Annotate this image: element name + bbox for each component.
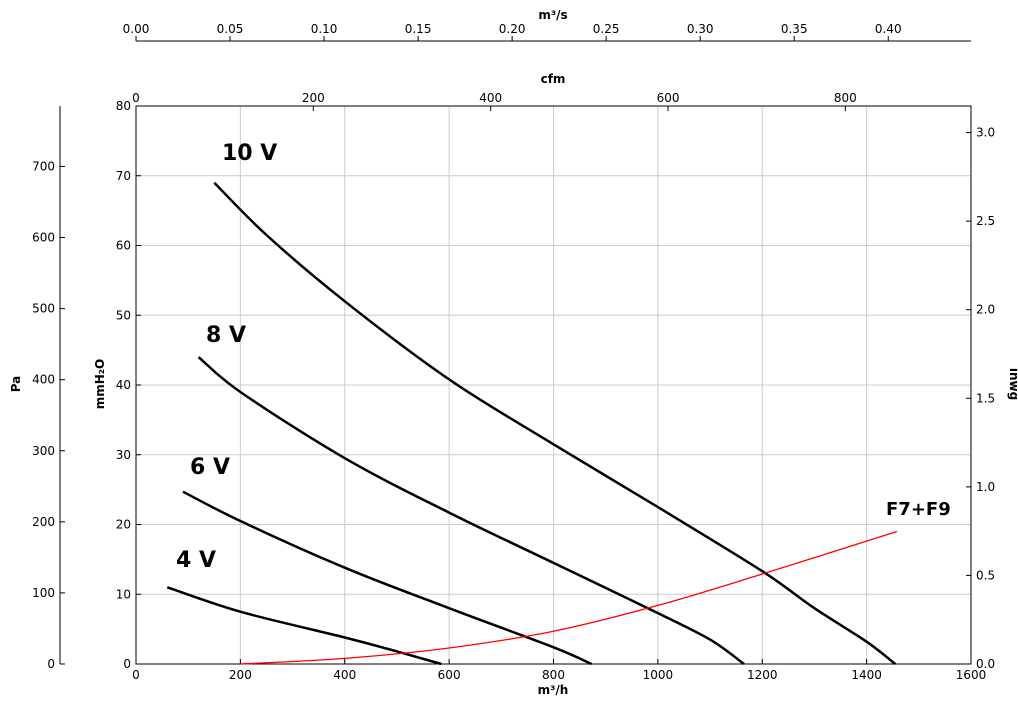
m3s-tick-label: 0.40 <box>875 22 902 36</box>
inwg-axis-label: inwg <box>1007 368 1018 400</box>
mmh2o-tick-label: 60 <box>116 239 131 253</box>
m3h-tick-label: 1000 <box>643 668 674 682</box>
mmh2o-tick-label: 10 <box>116 587 131 601</box>
series-line-8v <box>197 356 745 666</box>
inwg-tick-label: 0.5 <box>976 568 995 582</box>
pa-tick-label: 600 <box>32 231 55 245</box>
cfm-tick-label: 800 <box>834 91 857 105</box>
pa-axis-label: Pa <box>9 376 23 393</box>
mmh2o-tick-label: 30 <box>116 448 131 462</box>
mmh2o-axis-label: mmH₂O <box>93 359 107 410</box>
m3s-tick-label: 0.00 <box>123 22 150 36</box>
mmh2o-tick-label: 0 <box>123 657 131 671</box>
m3s-tick-label: 0.35 <box>781 22 808 36</box>
series-line-6v <box>182 490 593 666</box>
m3s-tick-label: 0.20 <box>499 22 526 36</box>
cfm-axis-label: cfm <box>541 72 566 86</box>
mmh2o-tick-label: 20 <box>116 518 131 532</box>
m3h-tick-label: 0 <box>132 668 140 682</box>
m3s-tick-label: 0.05 <box>217 22 244 36</box>
pa-tick-label: 400 <box>32 373 55 387</box>
m3s-tick-label: 0.25 <box>593 22 620 36</box>
pa-tick-label: 200 <box>32 515 55 529</box>
m3s-tick-label: 0.15 <box>405 22 432 36</box>
m3s-axis-label: m³/s <box>538 8 567 22</box>
m3h-tick-label: 1600 <box>956 668 987 682</box>
cfm-tick-label: 600 <box>657 91 680 105</box>
series-line-10v <box>213 181 897 665</box>
pa-tick-label: 500 <box>32 302 55 316</box>
series-label-10v: 10 V <box>222 141 277 166</box>
m3h-tick-label: 400 <box>333 668 356 682</box>
m3s-tick-label: 0.10 <box>311 22 338 36</box>
m3h-tick-label: 600 <box>438 668 461 682</box>
inwg-tick-label: 1.5 <box>976 391 995 405</box>
cfm-tick-label: 200 <box>302 91 325 105</box>
inwg-tick-label: 0.0 <box>976 657 995 671</box>
series-label-6v: 6 V <box>190 455 230 480</box>
series-line-f7f9 <box>240 530 898 665</box>
mmh2o-tick-label: 50 <box>116 308 131 322</box>
mmh2o-tick-label: 40 <box>116 378 131 392</box>
inwg-tick-label: 2.0 <box>976 303 995 317</box>
inwg-tick-label: 1.0 <box>976 480 995 494</box>
series-line-4v <box>166 586 442 666</box>
cfm-tick-label: 400 <box>479 91 502 105</box>
m3h-tick-label: 1200 <box>747 668 778 682</box>
mmh2o-tick-label: 70 <box>116 169 131 183</box>
m3s-tick-label: 0.30 <box>687 22 714 36</box>
pa-tick-label: 700 <box>32 159 55 173</box>
m3h-tick-label: 800 <box>542 668 565 682</box>
series-label-f7f9: F7+F9 <box>886 499 951 520</box>
cfm-tick-label: 0 <box>132 91 140 105</box>
inwg-tick-label: 2.5 <box>976 214 995 228</box>
m3h-tick-label: 1400 <box>851 668 882 682</box>
pa-tick-label: 0 <box>47 657 55 671</box>
series-label-4v: 4 V <box>176 548 216 573</box>
pa-tick-label: 300 <box>32 444 55 458</box>
series-label-8v: 8 V <box>206 323 246 348</box>
mmh2o-tick-label: 80 <box>116 99 131 113</box>
inwg-tick-label: 3.0 <box>976 126 995 140</box>
m3h-axis-label: m³/h <box>538 683 569 697</box>
pa-tick-label: 100 <box>32 586 55 600</box>
m3h-tick-label: 200 <box>229 668 252 682</box>
